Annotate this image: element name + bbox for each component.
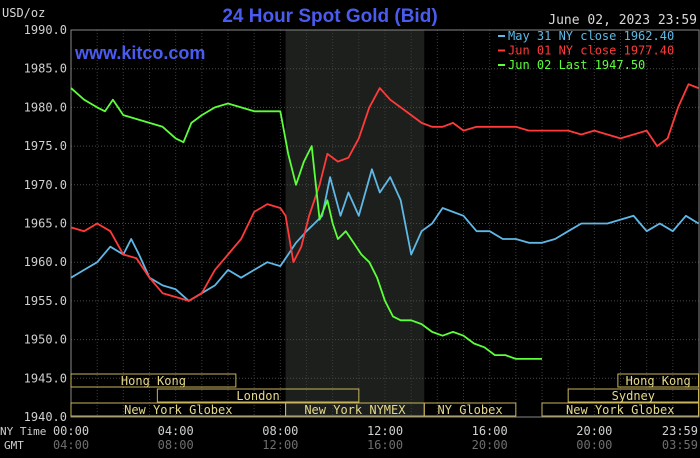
session-bar xyxy=(541,402,699,417)
y-axis-ticks: 1990.0 1985.0 1980.0 1975.0 1970.0 1965.0 1960… xyxy=(24,23,67,424)
gmt-tick-label: 20:00 xyxy=(472,438,508,452)
y-tick-label: 1950.0 xyxy=(24,333,67,347)
units-label: USD/oz xyxy=(2,6,45,20)
y-tick-label: 1970.0 xyxy=(24,178,67,192)
y-tick-label: 1940.0 xyxy=(24,410,67,424)
gmt-tick-label: 12:00 xyxy=(262,438,298,452)
legend-entry: Jun 02 Last 1947.50 xyxy=(508,58,645,72)
series-line xyxy=(70,168,699,302)
session-label: New York Globex xyxy=(124,403,232,417)
y-tick-label: 1965.0 xyxy=(24,217,67,231)
session-bar xyxy=(567,388,699,403)
y-tick-label: 1985.0 xyxy=(24,62,67,76)
session-bar xyxy=(423,402,517,417)
gmt-tick-label: 04:00 xyxy=(53,438,89,452)
ny-time-tick-label: 16:00 xyxy=(472,424,508,438)
session-bar xyxy=(70,373,237,388)
gmt-ticks: 04:00 08:00 12:00 16:00 20:00 00:00 03:59 xyxy=(53,438,698,452)
y-tick-label: 1955.0 xyxy=(24,294,67,308)
session-label: Sydney xyxy=(612,389,655,403)
y-tick-label: 1960.0 xyxy=(24,255,67,269)
ny-time-tick-label: 08:00 xyxy=(262,424,298,438)
ny-time-tick-label: 23:59 xyxy=(662,424,698,438)
ny-time-ticks: 00:00 04:00 08:00 12:00 16:00 20:00 23:59 xyxy=(53,424,698,438)
x-axis: NY Time GMT 00:00 04:00 08:00 12:00 16:00 20:… xyxy=(0,424,698,452)
plot-area: 1990.0 1985.0 1980.0 1975.0 1970.0 1965.0 1960… xyxy=(24,23,700,424)
plot-border xyxy=(70,29,700,418)
legend-entry: May 31 NY close 1962.40 xyxy=(508,29,674,43)
y-tick-label: 1980.0 xyxy=(24,100,67,114)
session-bar xyxy=(617,373,699,388)
series-line xyxy=(70,87,542,360)
ny-time-axis-label: NY Time xyxy=(0,425,46,438)
session-label: London xyxy=(236,389,279,403)
gmt-tick-label: 16:00 xyxy=(367,438,403,452)
session-label: Hong Kong xyxy=(626,374,691,388)
gmt-tick-label: 08:00 xyxy=(158,438,194,452)
gmt-tick-label: 00:00 xyxy=(576,438,612,452)
ny-time-tick-label: 04:00 xyxy=(158,424,194,438)
session-bars: Hong Kong London New York Globex New York N… xyxy=(70,373,699,417)
session-label: Hong Kong xyxy=(121,374,186,388)
y-tick-label: 1990.0 xyxy=(24,23,67,37)
series-line xyxy=(70,83,699,302)
ny-time-tick-label: 00:00 xyxy=(53,424,89,438)
series-lines xyxy=(70,83,699,360)
timestamp: June 02, 2023 23:59 xyxy=(548,13,697,28)
session-label: New York Globex xyxy=(566,403,674,417)
legend-entry: Jun 01 NY close 1977.40 xyxy=(508,44,674,58)
session-bar xyxy=(156,388,360,403)
ny-time-tick-label: 12:00 xyxy=(367,424,403,438)
website-label: www.kitco.com xyxy=(74,43,205,63)
chart-title: 24 Hour Spot Gold (Bid) xyxy=(222,6,437,27)
session-label: NY Globex xyxy=(438,403,503,417)
gmt-axis-label: GMT xyxy=(4,439,24,452)
y-tick-label: 1975.0 xyxy=(24,139,67,153)
session-label: New York NYMEX xyxy=(304,403,406,417)
y-tick-label: 1945.0 xyxy=(24,371,67,385)
gmt-tick-label: 03:59 xyxy=(662,438,698,452)
ny-time-tick-label: 20:00 xyxy=(576,424,612,438)
